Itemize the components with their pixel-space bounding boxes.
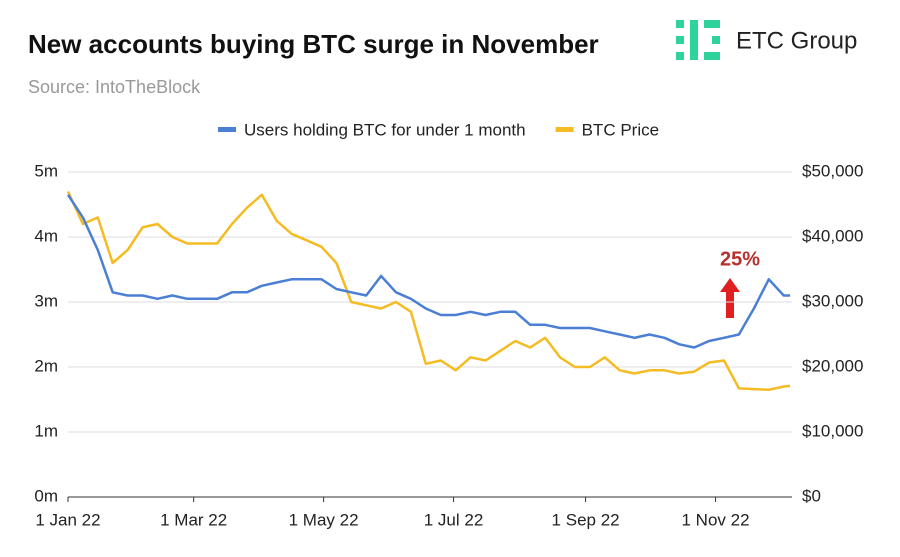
y2-tick-label: $40,000 (802, 226, 863, 245)
y-tick-label: 2m (34, 356, 58, 375)
legend-label: Users holding BTC for under 1 month (244, 120, 526, 139)
x-tick-label: 1 Mar 22 (160, 510, 227, 529)
legend-swatch (218, 127, 236, 132)
y2-tick-label: $20,000 (802, 356, 863, 375)
y2-tick-label: $50,000 (802, 161, 863, 180)
logo-text: ETC Group (736, 27, 857, 54)
annotation-arrow (720, 278, 740, 318)
y-tick-label: 3m (34, 291, 58, 310)
legend-swatch (555, 127, 574, 132)
y-tick-label: 5m (34, 161, 58, 180)
y-tick-label: 4m (34, 226, 58, 245)
chart-subtitle: Source: IntoTheBlock (28, 77, 201, 97)
series-line (66, 194, 791, 349)
y2-tick-label: $0 (802, 486, 821, 505)
legend-label: BTC Price (582, 120, 659, 139)
x-tick-label: 1 Nov 22 (681, 510, 749, 529)
series-line (66, 190, 791, 392)
y-tick-label: 1m (34, 421, 58, 440)
x-tick-label: 1 Jul 22 (424, 510, 484, 529)
x-tick-label: 1 May 22 (289, 510, 359, 529)
x-tick-label: 1 Jan 22 (35, 510, 100, 529)
y-tick-label: 0m (34, 486, 58, 505)
annotation: 25% (720, 248, 760, 270)
y2-tick-label: $30,000 (802, 291, 863, 310)
logo (676, 20, 720, 60)
chart-title: New accounts buying BTC surge in Novembe… (28, 29, 599, 59)
y2-tick-label: $10,000 (802, 421, 863, 440)
x-tick-label: 1 Sep 22 (552, 510, 620, 529)
